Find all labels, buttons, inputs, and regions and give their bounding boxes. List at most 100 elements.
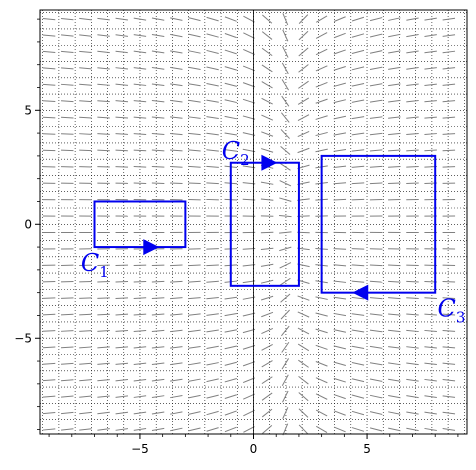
field-segment <box>298 375 309 385</box>
field-segment <box>298 359 309 368</box>
field-segment <box>369 50 383 54</box>
field-segment <box>97 379 110 382</box>
field-segment <box>206 33 219 38</box>
field-segment <box>369 132 383 136</box>
field-segment <box>442 166 456 168</box>
field-segment <box>388 378 401 382</box>
field-segment <box>170 165 183 168</box>
field-segment <box>388 411 401 415</box>
field-segment <box>369 149 383 152</box>
field-segment <box>315 32 328 39</box>
field-segment <box>151 395 165 399</box>
field-segment <box>388 116 401 119</box>
field-segment <box>97 313 110 316</box>
field-segment <box>369 182 383 185</box>
field-segment <box>133 411 147 415</box>
field-segment <box>151 50 165 54</box>
field-segment <box>97 34 110 37</box>
field-segment <box>262 424 273 434</box>
field-segment <box>79 149 92 152</box>
field-segment <box>388 313 401 316</box>
field-segment <box>115 411 129 415</box>
field-segment <box>333 49 346 55</box>
field-segment <box>133 34 147 37</box>
field-segment <box>188 83 201 87</box>
field-segment <box>42 50 56 53</box>
field-segment <box>351 313 365 316</box>
field-segment <box>115 362 129 365</box>
field-segment <box>442 329 456 332</box>
field-segment <box>281 79 289 91</box>
field-segment <box>151 313 165 316</box>
field-segment <box>206 149 219 152</box>
field-segment <box>242 182 256 185</box>
field-segment <box>151 362 165 366</box>
field-segment <box>79 83 92 86</box>
field-segment <box>42 428 56 431</box>
field-segment <box>115 395 129 398</box>
field-segment <box>42 379 56 382</box>
field-segment <box>406 329 419 333</box>
field-segment <box>424 427 437 431</box>
field-segment <box>79 379 92 382</box>
field-segment <box>206 182 219 185</box>
field-segment <box>42 67 56 70</box>
curve-1-subscript: 1 <box>99 263 109 281</box>
field-segment <box>424 411 437 415</box>
field-segment <box>188 33 201 38</box>
field-segment <box>242 264 256 267</box>
field-segment <box>369 66 383 71</box>
field-segment <box>333 377 346 383</box>
field-segment <box>442 116 456 119</box>
field-segment <box>369 378 383 382</box>
field-segment <box>261 64 273 73</box>
field-segment <box>206 66 219 71</box>
field-segment <box>188 345 201 349</box>
field-segment <box>60 17 74 21</box>
field-segment <box>151 427 165 432</box>
field-segment <box>351 149 365 152</box>
field-segment <box>406 83 419 87</box>
field-segment <box>388 264 401 267</box>
field-segment <box>224 16 237 22</box>
field-segment <box>206 410 219 416</box>
field-segment <box>170 132 183 136</box>
field-segment <box>133 50 147 54</box>
field-segment <box>424 133 437 135</box>
field-segment <box>206 264 219 267</box>
field-segment <box>280 145 291 155</box>
field-segment <box>133 297 147 299</box>
y-tick-label: 5 <box>24 103 32 117</box>
field-segment <box>388 346 401 349</box>
field-segment <box>315 15 328 23</box>
field-segment <box>261 360 273 368</box>
field-segment <box>60 395 74 398</box>
field-segment <box>442 297 456 299</box>
field-segment <box>170 395 183 399</box>
field-segment <box>315 361 328 367</box>
field-segment <box>282 29 289 42</box>
field-segment <box>315 65 328 72</box>
field-segment <box>115 346 129 349</box>
field-segment <box>261 408 273 418</box>
field-segment <box>351 66 365 71</box>
field-segment <box>282 423 289 436</box>
field-segment <box>315 131 328 137</box>
curve-2-subscript: 2 <box>240 151 250 169</box>
field-segment <box>369 313 383 316</box>
field-segment <box>115 67 129 70</box>
field-segment <box>170 427 183 432</box>
field-segment <box>315 344 328 350</box>
field-segment <box>242 115 256 120</box>
field-segment <box>279 277 291 286</box>
field-segment <box>170 362 183 366</box>
field-segment <box>79 362 92 365</box>
field-segment <box>79 297 92 299</box>
field-segment <box>97 297 110 299</box>
field-segment <box>281 374 289 386</box>
field-segment <box>297 97 310 105</box>
field-segment <box>388 362 401 366</box>
field-segment <box>188 132 201 136</box>
field-segment <box>315 98 328 104</box>
field-segment <box>206 362 219 366</box>
